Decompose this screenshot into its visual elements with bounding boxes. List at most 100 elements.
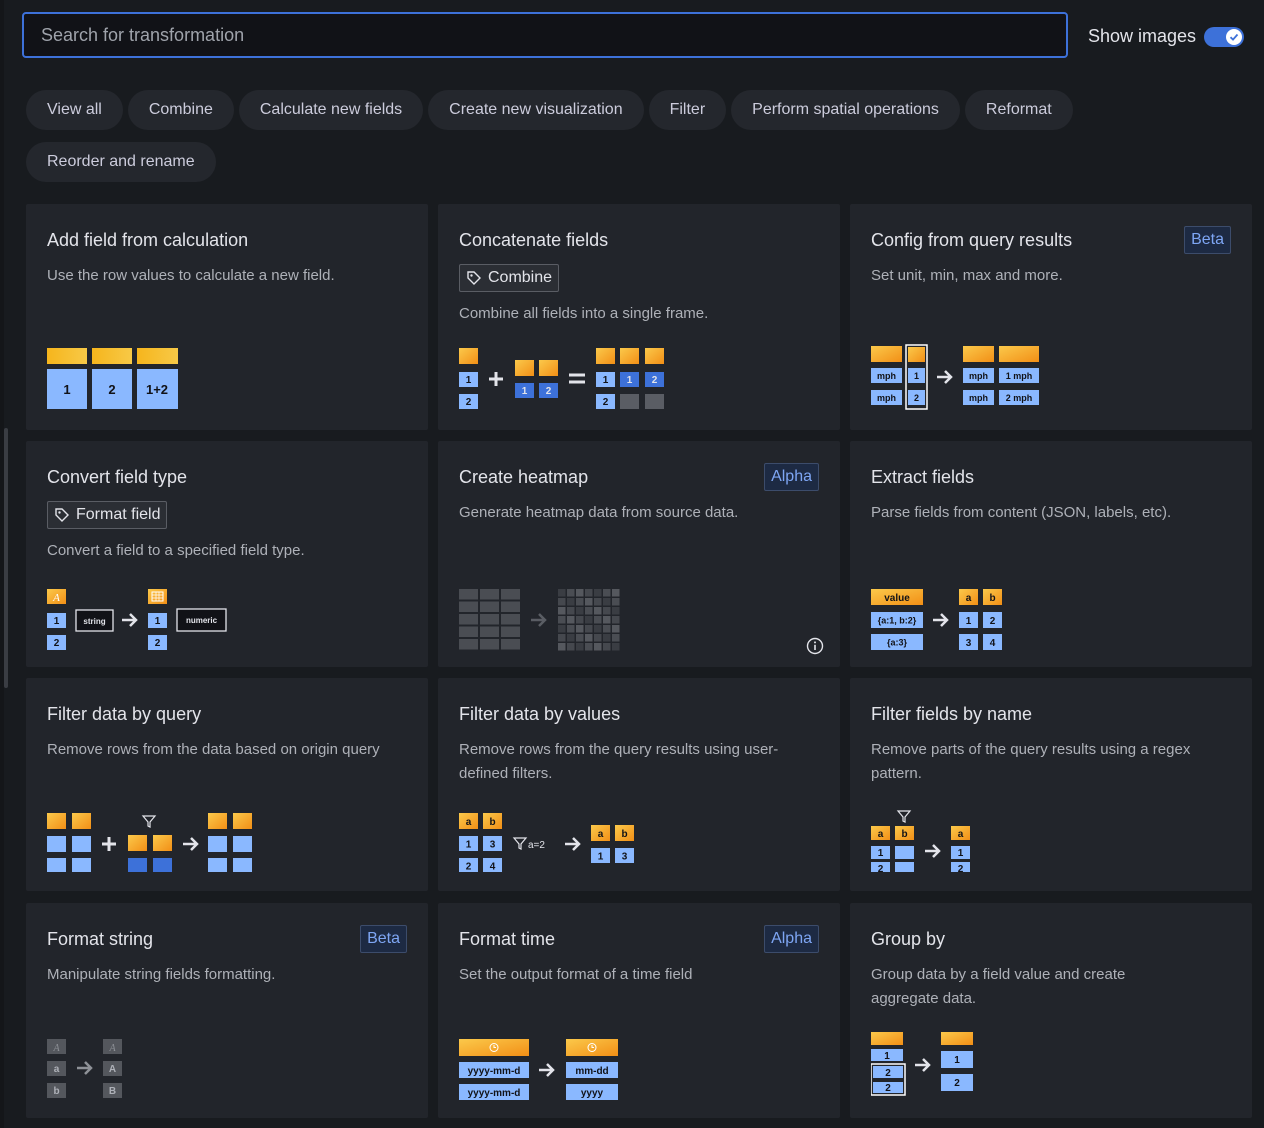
heatmap-cell xyxy=(612,643,620,651)
heatmap-cell xyxy=(459,614,478,625)
card-format-time[interactable]: Format time Alpha Set the output format … xyxy=(438,903,840,1118)
svg-text:2 mph: 2 mph xyxy=(1006,393,1033,403)
heatmap-cell xyxy=(576,643,584,651)
info-icon[interactable] xyxy=(806,637,824,655)
heatmap-cell xyxy=(594,634,602,642)
filter-pill-reorder-and-rename[interactable]: Reorder and rename xyxy=(26,142,216,182)
svg-text:1: 1 xyxy=(466,375,472,386)
svg-text:yyyy-mm-d: yyyy-mm-d xyxy=(468,1066,521,1077)
card-config-from-query-results[interactable]: Config from query results Beta Set unit,… xyxy=(850,204,1252,430)
search-box[interactable] xyxy=(22,12,1068,58)
category-filters: View all Combine Calculate new fields Cr… xyxy=(26,90,1226,182)
heatmap-cell xyxy=(501,589,520,600)
card-filter-data-by-query[interactable]: Filter data by query Remove rows from th… xyxy=(26,678,428,891)
filter-pill-combine[interactable]: Combine xyxy=(127,90,234,130)
heatmap-cell xyxy=(558,643,566,651)
heatmap-cell xyxy=(576,625,584,633)
heatmap-cell xyxy=(576,598,584,606)
card-concatenate-fields[interactable]: Concatenate fields Combine Combine all f… xyxy=(438,204,840,430)
format-string-illustration: A a b A A B xyxy=(47,1039,122,1098)
heatmap-cell xyxy=(480,626,499,637)
tag-label: Format field xyxy=(76,506,161,523)
show-images-toggle[interactable] xyxy=(1204,26,1245,47)
heatmap-cell xyxy=(585,643,593,651)
heatmap-cell xyxy=(567,589,575,597)
svg-text:2: 2 xyxy=(652,375,658,386)
heatmap-cell xyxy=(558,607,566,615)
heatmap-cell xyxy=(603,607,611,615)
category-tag: Format field xyxy=(47,501,168,529)
card-description: Use the row values to calculate a new fi… xyxy=(47,267,335,284)
svg-text:3: 3 xyxy=(490,840,496,851)
search-input[interactable] xyxy=(39,23,1066,47)
heatmap-cell xyxy=(594,643,602,651)
card-convert-field-type[interactable]: Convert field type Format field Convert … xyxy=(26,441,428,667)
card-add-field-from-calculation[interactable]: Add field from calculation Use the row v… xyxy=(26,204,428,430)
left-panel-edge xyxy=(0,0,4,1128)
svg-text:1: 1 xyxy=(884,1051,890,1062)
svg-text:1: 1 xyxy=(958,848,964,859)
concatenate-illustration: 1 2 1 2 1 1 2 2 xyxy=(459,348,664,409)
svg-text:1: 1 xyxy=(598,852,604,863)
svg-text:1: 1 xyxy=(54,616,60,627)
svg-text:a: a xyxy=(958,829,964,840)
heatmap-cell xyxy=(480,639,499,650)
heatmap-cell xyxy=(576,634,584,642)
card-title: Filter data by values xyxy=(459,704,621,724)
card-extract-fields[interactable]: Extract fields Parse fields from content… xyxy=(850,441,1252,667)
card-description: Group data by a field value and create a… xyxy=(871,966,1126,1007)
show-images-control[interactable]: Show images xyxy=(1088,26,1245,47)
scrollbar-handle[interactable] xyxy=(4,428,8,688)
filter-pill-create-new-visualization[interactable]: Create new visualization xyxy=(428,90,644,130)
svg-text:string: string xyxy=(83,617,105,626)
heatmap-cell xyxy=(612,607,620,615)
svg-text:2: 2 xyxy=(885,1068,891,1079)
card-title: Format time xyxy=(459,929,556,949)
filter-pill-perform-spatial-operations[interactable]: Perform spatial operations xyxy=(731,90,960,130)
heatmap-cell xyxy=(612,634,620,642)
heatmap-cell xyxy=(603,643,611,651)
alpha-badge: Alpha xyxy=(764,463,819,491)
heatmap-cell xyxy=(603,598,611,606)
card-title: Convert field type xyxy=(47,467,188,487)
svg-text:2: 2 xyxy=(958,864,964,872)
svg-text:mph: mph xyxy=(877,393,896,403)
svg-text:b: b xyxy=(989,593,995,604)
heatmap-cell xyxy=(558,589,566,597)
svg-text:2: 2 xyxy=(603,397,609,408)
group-by-illustration: 1 2 2 1 2 xyxy=(871,1032,973,1096)
heatmap-cell xyxy=(558,625,566,633)
heatmap-cell xyxy=(480,614,499,625)
card-filter-data-by-values[interactable]: Filter data by values Remove rows from t… xyxy=(438,678,840,891)
card-description: Remove rows from the data based on origi… xyxy=(47,741,380,758)
heatmap-cell xyxy=(585,625,593,633)
svg-text:2: 2 xyxy=(914,393,919,403)
card-group-by[interactable]: Group by Group data by a field value and… xyxy=(850,903,1252,1118)
svg-text:1: 1 xyxy=(954,1055,960,1066)
card-title: Group by xyxy=(871,929,946,949)
svg-text:A: A xyxy=(109,1064,116,1075)
filter-pill-reformat[interactable]: Reformat xyxy=(964,90,1073,130)
svg-text:A: A xyxy=(52,1043,60,1054)
format-time-illustration: yyyy-mm-d yyyy-mm-d mm-dd yyyy xyxy=(459,1039,618,1100)
card-description: Remove parts of the query results using … xyxy=(871,741,1191,782)
heatmap-illustration xyxy=(459,589,620,651)
svg-text:2: 2 xyxy=(885,1083,891,1094)
svg-text:1 mph: 1 mph xyxy=(1006,371,1033,381)
heatmap-cell xyxy=(576,616,584,624)
card-description: Remove rows from the query results using… xyxy=(459,741,779,782)
svg-text:2: 2 xyxy=(990,616,996,627)
filter-pill-calculate-new-fields[interactable]: Calculate new fields xyxy=(238,90,424,130)
svg-text:2: 2 xyxy=(878,864,884,872)
card-filter-fields-by-name[interactable]: Filter fields by name Remove parts of th… xyxy=(850,678,1252,891)
heatmap-cell xyxy=(567,634,575,642)
filter-pill-view-all[interactable]: View all xyxy=(26,90,123,130)
tag-label: Combine xyxy=(488,269,553,286)
card-format-string[interactable]: Format string Beta Manipulate string fie… xyxy=(26,903,428,1118)
arrow-right-icon xyxy=(531,613,547,627)
filter-pill-filter[interactable]: Filter xyxy=(648,90,727,130)
svg-text:a=2: a=2 xyxy=(528,840,545,851)
extract-illustration: value {a:1, b:2} {a:3} a b 1 2 3 4 xyxy=(871,589,1002,650)
card-create-heatmap[interactable]: Create heatmap Alpha Generate heatmap da… xyxy=(438,441,840,667)
heatmap-cell xyxy=(558,634,566,642)
